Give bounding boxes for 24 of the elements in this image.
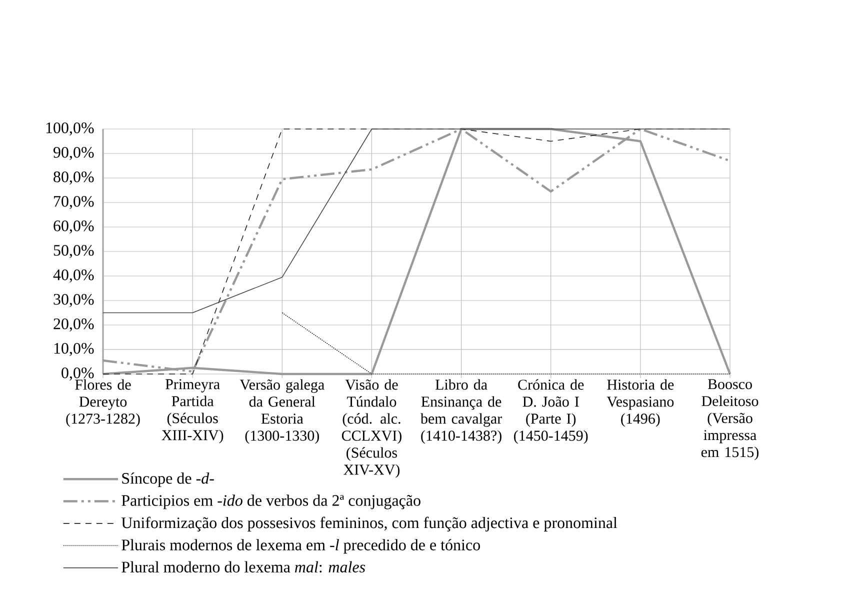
- legend-label: Síncope de -d-: [122, 472, 214, 488]
- y-tick-label: 40,0%: [53, 269, 94, 283]
- legend-label: Uniformização dos possesivos femininos, com função adjectiva e pronominal: [121, 516, 618, 532]
- y-tick-label: 70,0%: [54, 196, 94, 210]
- y-tick-label: 60,0%: [54, 220, 94, 234]
- y-tick-label: 90,0%: [54, 146, 94, 160]
- x-tick-label: Libro da Ensinança de bem cavalgar (1410-1438?): [420, 379, 502, 444]
- legend-label: Plural moderno do lexema mal: males: [122, 561, 366, 573]
- legend-label: Participios em -ido de verbos da 2ª conjugação: [122, 494, 420, 510]
- y-tick-label: 30,0%: [54, 294, 94, 308]
- y-tick-label: 80,0%: [54, 171, 94, 185]
- x-tick-label: Flores de Dereyto (1273-1282): [66, 379, 140, 427]
- y-tick-label: 20,0%: [54, 318, 94, 332]
- legend-label: Plurais modernos de lexema em -l precedido de e tónico: [122, 539, 480, 554]
- y-tick-label: 100,0%: [46, 122, 94, 136]
- y-tick-label: 50,0%: [54, 244, 94, 258]
- x-tick-label: Historia de Vespasiano (1496): [606, 379, 674, 427]
- x-tick-label: Versão galega da General Estoria (1300-1330): [240, 379, 324, 444]
- y-tick-label: 0,0%: [62, 367, 94, 381]
- x-tick-label: Visão de Túndalo (cód. alc. CCLXVI) (Séculos XIV-XV): [342, 379, 402, 478]
- x-tick-label: Primeyra Partida (Séculos XIII-XIV): [162, 379, 224, 444]
- y-tick-label: 10,0%: [54, 342, 94, 356]
- x-tick-label: Crónica de D. João I (Parte I) (1450-1459): [514, 379, 588, 444]
- x-tick-label: Boosco Deleitoso (Versão impressa em 1515): [701, 379, 758, 460]
